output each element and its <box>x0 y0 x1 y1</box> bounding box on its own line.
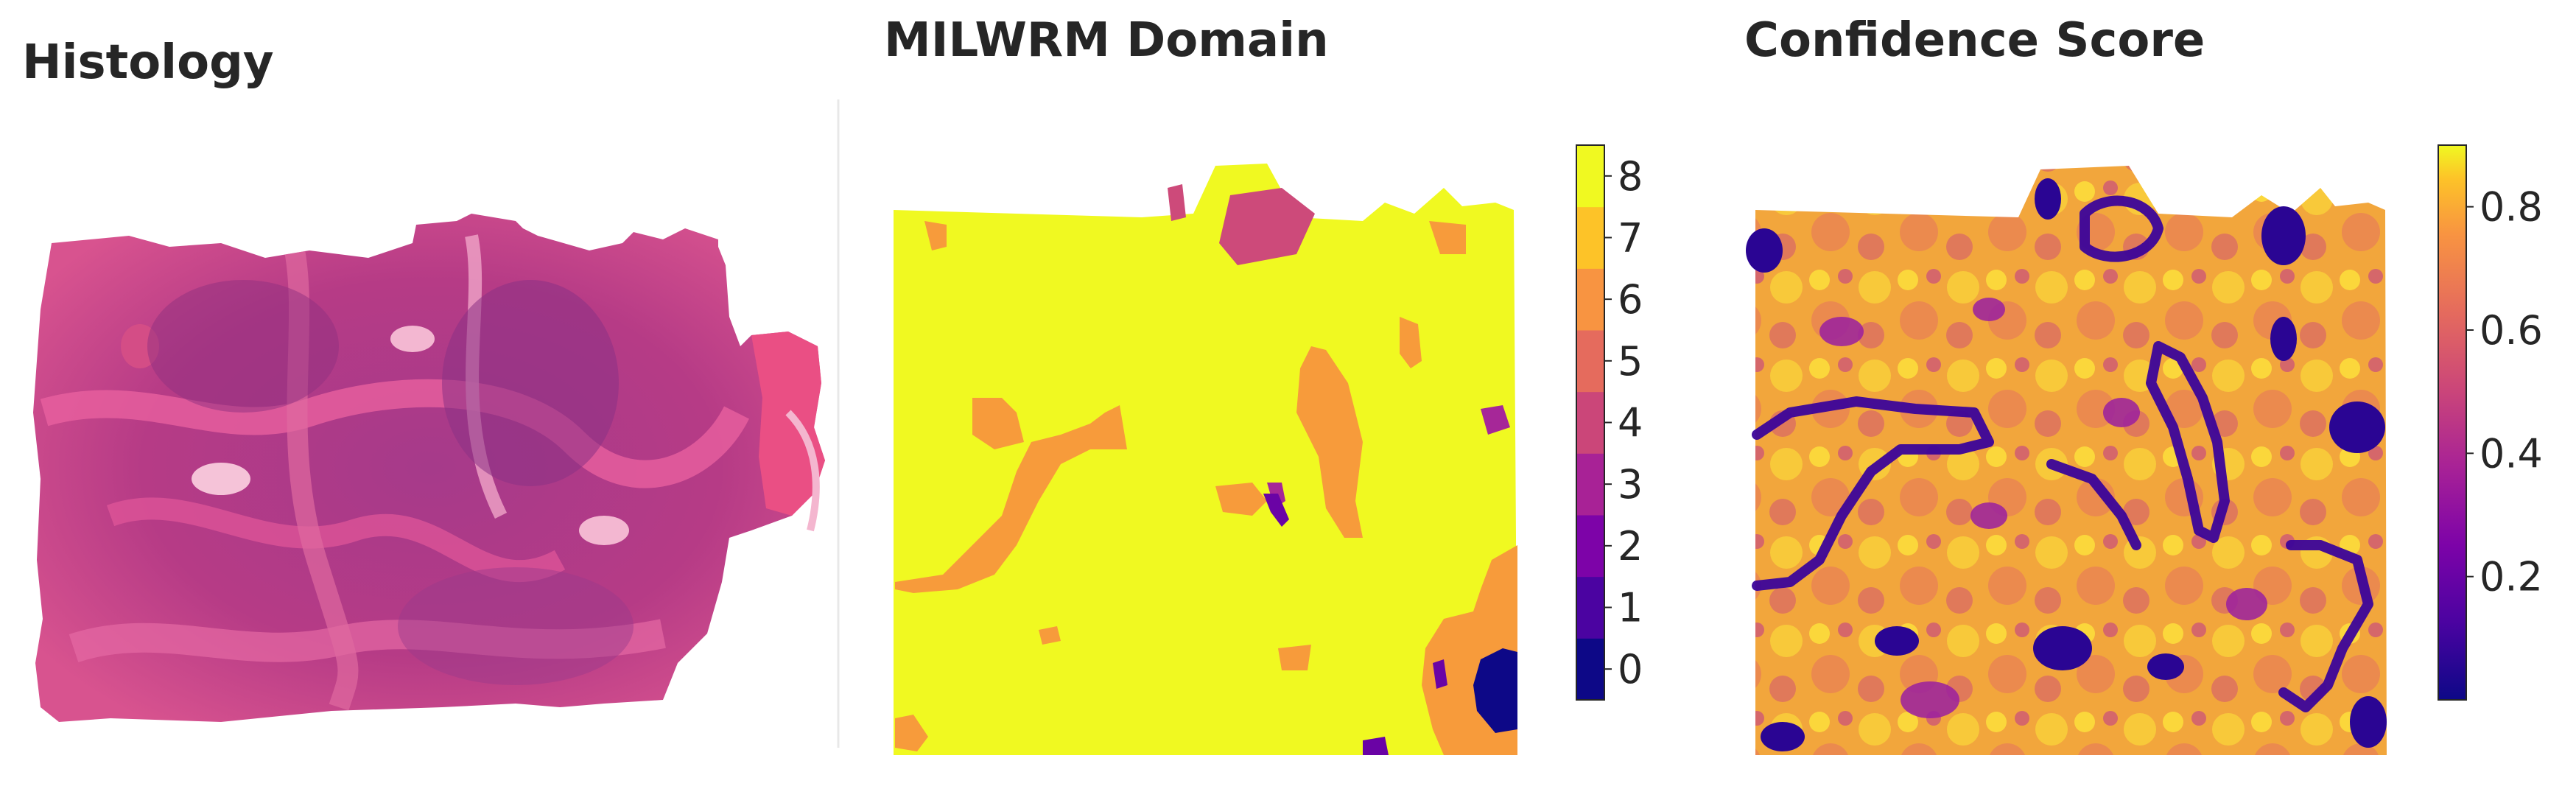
domain-colorbar-tick-label: 6 <box>1618 276 1643 323</box>
domain-6-region-stripe <box>972 398 1024 449</box>
domain-colorbar-tick-label: 8 <box>1618 153 1643 200</box>
domain-colorbar-segment <box>1576 330 1604 393</box>
domain-2-region <box>1263 494 1447 755</box>
domain-colorbar-tick-label: 2 <box>1618 523 1643 569</box>
domain-colorbar-segment <box>1576 391 1604 454</box>
domain-colorbar-segment <box>1576 206 1604 269</box>
histology-image <box>33 214 825 722</box>
domain-0-region <box>1473 648 1517 733</box>
domain-title: MILWRM Domain <box>884 13 1329 68</box>
domain-colorbar-tick-label: 1 <box>1618 585 1643 631</box>
confidence-colorbar-tick-label: 0.8 <box>2480 184 2543 231</box>
confidence-colorbar: 0.2 0.4 0.6 0.8 <box>2438 144 2543 701</box>
domain-3-region <box>1267 405 1510 508</box>
domain-colorbar-tick-label: 5 <box>1618 338 1643 385</box>
confidence-map <box>1746 166 2387 755</box>
domain-6-region-left <box>895 405 1127 593</box>
domain-colorbar-segment <box>1576 268 1604 331</box>
domain-colorbar-segment <box>1576 145 1604 208</box>
domain-colorbar-segment <box>1576 453 1604 516</box>
domain-colorbar: 0 1 2 3 4 5 6 7 8 <box>1576 144 1643 701</box>
confidence-colorbar-tick-label: 0.4 <box>2480 430 2543 477</box>
confidence-colorbar-gradient <box>2438 144 2467 701</box>
domain-8-region <box>894 164 1517 755</box>
domain-colorbar-tick-label: 3 <box>1618 461 1643 508</box>
domain-colorbar-segment <box>1576 515 1604 578</box>
domain-colorbar-segment <box>1576 638 1604 701</box>
domain-colorbar-tick-label: 7 <box>1618 215 1643 262</box>
domain-colorbar-tick-label: 0 <box>1618 646 1643 692</box>
confidence-colorbar-tick-label: 0.2 <box>2480 554 2543 600</box>
domain-map <box>894 164 1517 755</box>
domain-6-region-center <box>1296 346 1363 538</box>
histology-title: Histology <box>22 35 274 90</box>
domain-4-region <box>1168 184 1315 265</box>
domain-colorbar-tick-label: 4 <box>1618 400 1643 446</box>
confidence-title: Confidence Score <box>1744 13 2205 68</box>
confidence-colorbar-tick-label: 0.6 <box>2480 307 2543 354</box>
domain-colorbar-segment <box>1576 576 1604 639</box>
